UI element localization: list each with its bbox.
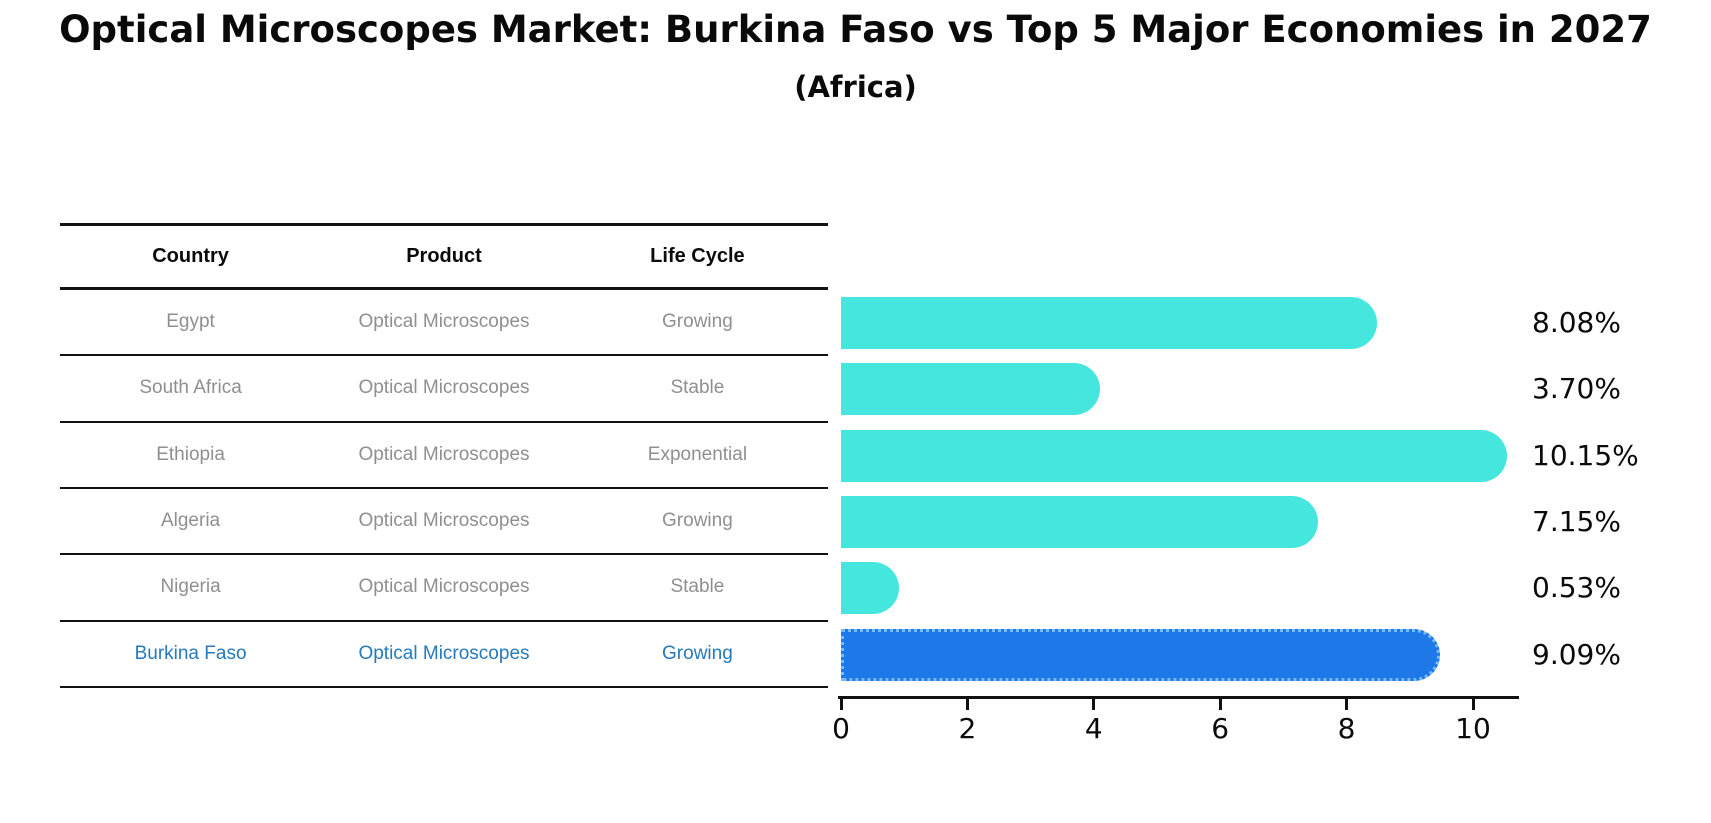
table-cell-country: Nigeria: [160, 576, 221, 598]
x-tick-label-8: 8: [1337, 712, 1356, 745]
table-header-row: Country Product Life Cycle: [60, 223, 828, 290]
table-cell-product: Optical Microscopes: [358, 377, 530, 399]
table-row-algeria: Algeria Optical Microscopes Growing: [60, 489, 828, 556]
table-cell-country: Algeria: [160, 510, 221, 532]
x-tick-label-4: 4: [1084, 712, 1103, 745]
value-label-algeria: 7.15%: [1532, 505, 1621, 539]
x-tick-mark-8: [1345, 699, 1349, 710]
table-cell-product: Optical Microscopes: [358, 642, 530, 664]
table-cell-product: Optical Microscopes: [358, 311, 530, 333]
chart-subtitle: (Africa): [794, 70, 917, 104]
table-cell-lifecycle: Stable: [670, 377, 725, 399]
header-cell-product: Product: [406, 245, 482, 267]
x-tick-mark-10: [1471, 699, 1475, 710]
value-label-ethiopia: 10.15%: [1532, 438, 1639, 472]
table-row-ethiopia: Ethiopia Optical Microscopes Exponential: [60, 423, 828, 489]
value-label-south-africa: 3.70%: [1532, 372, 1621, 406]
value-label-egypt: 8.08%: [1532, 306, 1621, 340]
header-cell-lifecycle: Life Cycle: [650, 245, 745, 267]
x-tick-mark-4: [1092, 699, 1096, 710]
value-label-burkina-faso: 9.09%: [1532, 637, 1621, 671]
x-tick-label-10: 10: [1455, 712, 1491, 745]
x-tick-mark-0: [839, 699, 843, 710]
table-cell-lifecycle: Growing: [662, 510, 733, 532]
x-tick-label-6: 6: [1211, 712, 1230, 745]
table-row-burkina-faso: Burkina Faso Optical Microscopes Growing: [60, 622, 828, 688]
x-tick-mark-2: [965, 699, 969, 710]
table-row-egypt: Egypt Optical Microscopes Growing: [60, 290, 828, 357]
comparison-table: Country Product Life Cycle Egypt Optical …: [60, 223, 828, 688]
x-tick-label-0: 0: [832, 712, 850, 745]
x-tick-label-2: 2: [958, 712, 977, 745]
chart-title: Optical Microscopes Market: Burkina Faso…: [59, 8, 1652, 51]
header-cell-country: Country: [152, 245, 229, 267]
table-row-nigeria: Nigeria Optical Microscopes Stable: [60, 555, 828, 622]
table-cell-country: Burkina Faso: [134, 642, 247, 664]
table-cell-lifecycle: Stable: [670, 576, 725, 598]
table-row-south-africa: South Africa Optical Microscopes Stable: [60, 356, 828, 423]
table-cell-lifecycle: Growing: [662, 642, 733, 664]
table-cell-country: Ethiopia: [156, 443, 225, 465]
table-cell-product: Optical Microscopes: [358, 443, 530, 465]
table-cell-lifecycle: Growing: [662, 311, 733, 333]
table-cell-product: Optical Microscopes: [358, 576, 530, 598]
table-cell-country: Egypt: [166, 311, 215, 333]
value-label-nigeria: 0.53%: [1532, 571, 1621, 605]
table-cell-lifecycle: Exponential: [647, 443, 748, 465]
bar-egypt: [841, 297, 1377, 350]
table-body: Egypt Optical Microscopes Growing South Afr…: [60, 290, 828, 688]
x-tick-mark-6: [1218, 699, 1222, 710]
bar-algeria: [841, 496, 1318, 549]
x-axis-line: [838, 696, 1519, 699]
table-cell-country: South Africa: [139, 377, 242, 399]
table-cell-product: Optical Microscopes: [358, 510, 530, 532]
bar-south-africa: [841, 363, 1100, 416]
bar-nigeria: [841, 562, 900, 615]
bar-burkina-faso: [841, 628, 1441, 681]
bar-ethiopia: [841, 429, 1508, 482]
